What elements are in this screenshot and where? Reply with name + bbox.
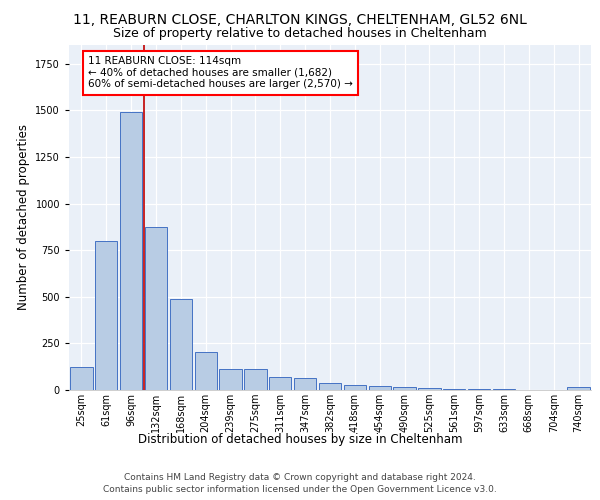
Text: Contains HM Land Registry data © Crown copyright and database right 2024.: Contains HM Land Registry data © Crown c… — [124, 472, 476, 482]
Text: Size of property relative to detached houses in Cheltenham: Size of property relative to detached ho… — [113, 28, 487, 40]
Bar — [220, 370, 242, 390]
Text: Distribution of detached houses by size in Cheltenham: Distribution of detached houses by size … — [138, 432, 462, 446]
Bar — [568, 387, 590, 390]
Bar — [294, 378, 316, 390]
Bar — [170, 298, 192, 390]
Bar — [344, 386, 366, 390]
Bar — [394, 387, 416, 390]
Bar — [95, 241, 118, 390]
Bar — [368, 386, 391, 390]
Bar — [418, 388, 440, 390]
Bar — [269, 378, 292, 390]
Bar — [70, 366, 92, 390]
Bar — [244, 370, 266, 390]
Bar — [468, 389, 490, 390]
Y-axis label: Number of detached properties: Number of detached properties — [17, 124, 29, 310]
Bar — [443, 388, 466, 390]
Bar — [145, 227, 167, 390]
Bar — [120, 112, 142, 390]
Bar — [194, 352, 217, 390]
Text: 11, REABURN CLOSE, CHARLTON KINGS, CHELTENHAM, GL52 6NL: 11, REABURN CLOSE, CHARLTON KINGS, CHELT… — [73, 12, 527, 26]
Bar — [319, 382, 341, 390]
Text: Contains public sector information licensed under the Open Government Licence v3: Contains public sector information licen… — [103, 485, 497, 494]
Text: 11 REABURN CLOSE: 114sqm
← 40% of detached houses are smaller (1,682)
60% of sem: 11 REABURN CLOSE: 114sqm ← 40% of detach… — [88, 56, 353, 90]
